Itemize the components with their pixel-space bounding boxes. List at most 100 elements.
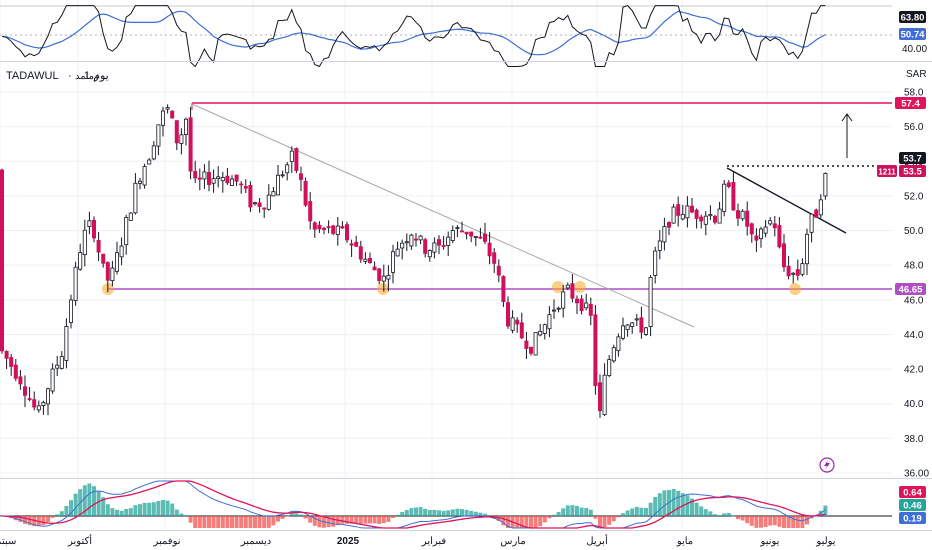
price-panel[interactable] (0, 102, 892, 473)
macd-hist-bar (768, 516, 773, 526)
macd-hist-bar (64, 505, 69, 516)
candle (22, 375, 27, 408)
macd-hist-bar (303, 516, 308, 519)
macd-hist-bar (552, 514, 556, 516)
candle (344, 221, 349, 243)
macd-panel[interactable] (0, 480, 892, 529)
macd-hist-bar (59, 511, 64, 516)
macd-hist-bar (248, 516, 253, 528)
macd-hist-bar (179, 513, 184, 516)
candle (556, 306, 561, 313)
candle (317, 221, 322, 233)
price-tags: 57.4 53.7 1211 53.5 46.65 (877, 97, 926, 296)
candle (308, 191, 313, 230)
macd-hist-bar (308, 516, 313, 523)
candlesticks (0, 104, 828, 418)
macd-hist-bar (23, 516, 27, 524)
rsi-level-40: 40.00 (902, 44, 927, 55)
candle (685, 196, 690, 228)
candle (611, 344, 616, 363)
price-tick-label: 44.0 (904, 330, 924, 341)
macd-hist-bar (225, 516, 230, 528)
macd-hist-bar (501, 516, 506, 526)
candle (285, 162, 290, 181)
candle (381, 264, 386, 292)
resistance-price-tag: 57.4 (901, 99, 920, 110)
candle (78, 243, 83, 271)
candle (552, 299, 557, 319)
candle (115, 241, 120, 275)
macd-hist-bar (791, 516, 796, 528)
macd-hist-bar (441, 510, 446, 516)
macd-hist-bar (464, 509, 469, 516)
candle (46, 387, 51, 416)
grid-lines (0, 0, 892, 530)
symbol-header[interactable]: TADAWUL · زمامد 1 يوم (6, 70, 109, 82)
macd-hist-bar (446, 510, 451, 516)
candle (183, 117, 188, 146)
signal-value-tag: 0.64 (903, 488, 922, 499)
macd-hist-bar (782, 516, 786, 528)
rsi-ma-tag: 50.74 (901, 30, 925, 41)
time-axis-label: يوليو (815, 536, 835, 547)
candle (423, 237, 428, 258)
candle (128, 212, 133, 221)
macd-hist-bar (299, 514, 303, 516)
candle (229, 175, 234, 186)
touch-marker (377, 283, 389, 295)
macd-hist-bar (690, 498, 694, 516)
macd-hist-bar (584, 507, 589, 516)
price-tick-label: 56.0 (904, 122, 924, 133)
candle (367, 252, 372, 264)
macd-hist-bar (469, 510, 474, 516)
macd-value-tag: 0.19 (903, 514, 922, 525)
macd-hist-bar (193, 516, 198, 528)
candle (542, 323, 547, 340)
macd-hist-bar (354, 516, 359, 524)
candle (303, 177, 308, 208)
candle (427, 249, 432, 262)
candle (349, 239, 354, 257)
recent-trendline[interactable] (726, 167, 847, 234)
candle (18, 370, 23, 390)
touch-marker (574, 281, 586, 293)
alert-lightning-icon[interactable] (819, 457, 835, 473)
candle (174, 120, 179, 151)
macd-hist-bar (395, 514, 400, 516)
candle (579, 295, 584, 315)
candle (55, 355, 60, 377)
macd-hist-bar (621, 513, 625, 516)
candle (671, 203, 676, 224)
candle (151, 141, 156, 161)
macd-hist-bar (805, 516, 809, 525)
candle (298, 166, 303, 192)
candle (713, 214, 718, 225)
candle (69, 294, 74, 329)
macd-hist-bar (207, 516, 211, 528)
rsi-panel[interactable] (0, 5, 892, 68)
candle (59, 351, 64, 370)
macd-hist-bar (197, 516, 202, 528)
macd-hist-bar (271, 516, 276, 526)
macd-hist-bar (27, 516, 32, 526)
candle (266, 184, 271, 211)
candle (220, 171, 225, 193)
candle (800, 258, 805, 277)
macd-hist-bar (358, 516, 363, 524)
macd-hist-bar (82, 485, 87, 516)
candle (170, 110, 175, 119)
candle (147, 158, 152, 165)
candle (648, 274, 653, 337)
price-tick-label: 40.0 (904, 399, 924, 410)
candle (13, 359, 18, 382)
touch-marker (552, 281, 564, 293)
time-axis[interactable]: سبتمبر أكتوبر نوفمبر ديسمبر 2025 فبراير مارس أب… (0, 534, 836, 547)
candle (625, 323, 630, 337)
macd-hist-bar (257, 516, 262, 528)
price-tick-label: 50.0 (904, 226, 924, 237)
descending-trendline[interactable] (191, 103, 695, 328)
price-tick-label: 58.0 (904, 88, 924, 99)
macd-hist-bar (331, 516, 336, 527)
